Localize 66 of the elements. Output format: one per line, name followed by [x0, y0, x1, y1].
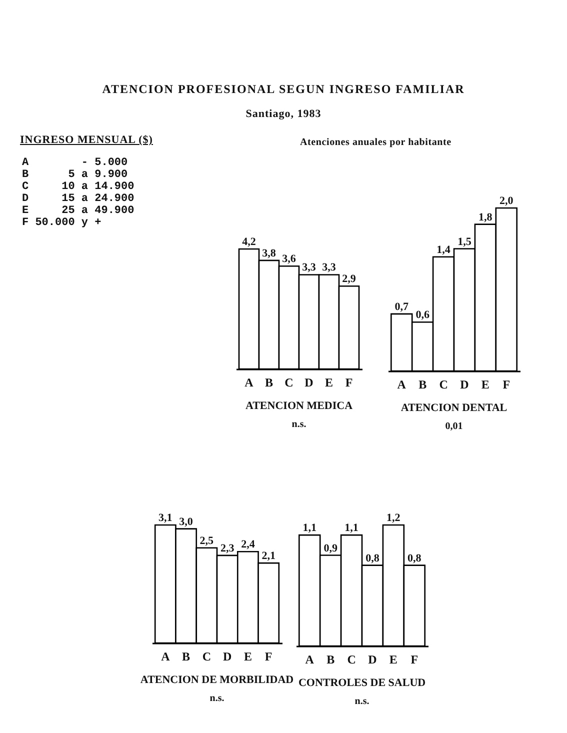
data-label: 3,3: [322, 262, 336, 274]
x-tick-label: F: [345, 376, 353, 390]
x-axis-title: CONTROLES DE SALUD: [298, 677, 426, 689]
x-tick-label: B: [264, 376, 274, 390]
data-label: 1,1: [302, 522, 316, 534]
x-tick-label: E: [244, 650, 252, 664]
data-label: 2,4: [241, 538, 256, 551]
data-label: 3,1: [158, 512, 172, 524]
data-label: 1,5: [458, 236, 472, 248]
text: n.s.: [354, 696, 370, 707]
text: 0,01: [445, 421, 463, 432]
x-tick-label: A: [161, 650, 170, 664]
data-label: 2,5: [200, 534, 214, 547]
data-label: 3,0: [179, 516, 194, 528]
data-label: 3,3: [302, 262, 316, 274]
x-axis-title: ATENCION DENTAL: [400, 402, 508, 414]
text: Atenciones anuales por habitante: [300, 137, 452, 148]
x-tick-label: C: [284, 376, 294, 390]
data-label: 0,8: [408, 552, 422, 564]
data-label: 0,9: [324, 542, 338, 554]
data-label: 3,8: [262, 247, 276, 260]
x-tick-label: F: [264, 650, 272, 664]
text: E 25 a 49.900: [22, 205, 134, 217]
data-label: 1,8: [478, 211, 493, 224]
x-tick-label: E: [389, 652, 398, 666]
x-tick-label: D: [222, 650, 232, 664]
data-label: 0,6: [416, 309, 430, 322]
x-tick-label: A: [244, 376, 254, 390]
x-tick-label: D: [368, 652, 378, 666]
data-label: 1,1: [344, 522, 358, 534]
x-tick-label: B: [418, 378, 427, 392]
data-label: 1,2: [386, 512, 401, 524]
data-label: 0,7: [394, 300, 409, 313]
data-label: 2,3: [220, 542, 235, 554]
x-tick-label: C: [347, 652, 356, 666]
data-label: 1,4: [436, 244, 451, 256]
text: ATENCION PROFESIONAL SEGUN INGRESO FAMILIAR: [101, 82, 466, 97]
x-tick-label: F: [502, 378, 510, 392]
data-label: 3,6: [282, 253, 296, 266]
data-label: 2,0: [500, 195, 514, 207]
x-axis-title: ATENCION DE MORBILIDAD: [140, 674, 294, 686]
legend-title: INGRESO MENSUAL ($): [20, 134, 153, 146]
x-tick-label: A: [305, 652, 314, 666]
text: A - 5.000: [22, 157, 128, 169]
x-tick-label: D: [460, 378, 470, 392]
x-axis-title: ATENCION MEDICA: [245, 400, 353, 412]
text: Santiago, 1983: [244, 108, 322, 120]
x-tick-label: C: [439, 378, 448, 392]
x-tick-label: E: [481, 378, 490, 392]
x-tick-label: B: [326, 652, 335, 666]
text: C 10 a 14.900: [22, 181, 134, 193]
data-label: 2,9: [342, 273, 356, 286]
text: n.s.: [210, 693, 225, 704]
x-tick-label: B: [182, 650, 190, 664]
x-tick-label: D: [304, 376, 314, 390]
data-label: 4,2: [242, 236, 256, 248]
data-label: 2,1: [262, 550, 276, 562]
text: D 15 a 24.900: [22, 193, 134, 205]
x-tick-label: E: [324, 376, 334, 390]
x-tick-label: F: [410, 652, 418, 666]
x-tick-label: A: [397, 378, 406, 392]
text: F 50.000 y +: [22, 217, 102, 229]
text: B 5 a 9.900: [22, 169, 128, 181]
data-label: 0,8: [366, 552, 380, 564]
text: n.s.: [292, 419, 307, 430]
x-tick-label: C: [202, 650, 212, 664]
